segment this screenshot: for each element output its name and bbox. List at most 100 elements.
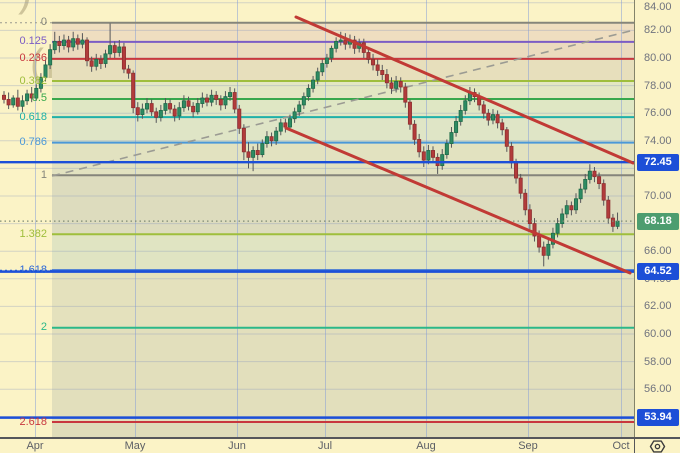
candle (324, 57, 329, 64)
candle (75, 38, 80, 45)
price-axis-tick: 62.00 (644, 300, 672, 313)
candle (15, 97, 20, 107)
price-axis-tick: 80.00 (644, 52, 672, 64)
time-axis[interactable]: Apr May Jun Jul Aug Sep Oct (0, 437, 634, 453)
candle (292, 111, 297, 120)
candle (481, 104, 486, 114)
candle (255, 150, 260, 156)
candle (140, 108, 145, 115)
candle (514, 162, 519, 179)
candle (112, 45, 117, 53)
candle (278, 122, 283, 132)
candle (177, 107, 182, 117)
candle (564, 205, 569, 215)
candle (288, 118, 293, 128)
candle (458, 110, 463, 122)
candle (601, 183, 606, 201)
candle (555, 223, 560, 234)
price-axis-tick: 82.00 (644, 24, 672, 37)
candle (537, 235, 542, 248)
candle (283, 122, 288, 128)
candle (615, 220, 620, 227)
candle (375, 64, 380, 71)
candle (384, 74, 389, 84)
price-scale-settings-button[interactable] (634, 437, 680, 453)
fib-band (52, 422, 634, 437)
candle (329, 47, 334, 59)
fib-band (52, 58, 634, 82)
candle (394, 81, 399, 89)
candle (11, 97, 16, 106)
candle (71, 38, 76, 48)
candle (301, 96, 306, 106)
time-axis-label: Aug (416, 440, 436, 452)
candle (121, 46, 126, 70)
price-axis-tick: 70.00 (644, 190, 672, 202)
candle (527, 209, 532, 225)
candle (168, 103, 173, 110)
price-axis-tick: 66.00 (644, 245, 672, 258)
fib-band (52, 41, 634, 59)
upper-channel-line (294, 15, 634, 165)
candle (320, 63, 325, 73)
candle (195, 103, 200, 113)
candle (269, 136, 274, 142)
fib-band (52, 142, 634, 176)
candle (504, 129, 509, 147)
candle (532, 223, 537, 237)
price-axis-tick: 56.00 (644, 383, 672, 396)
price-axis-tick: 78.00 (644, 79, 672, 92)
candle (251, 150, 256, 158)
lower-channel-line (284, 126, 632, 275)
time-axis-label: Oct (612, 440, 630, 452)
candle (172, 108, 177, 117)
candle (29, 93, 34, 99)
hexagon-eye-icon (649, 439, 666, 453)
candle (574, 198, 579, 211)
candle (85, 39, 90, 62)
candle (541, 246, 546, 256)
candle (421, 151, 426, 161)
candle (569, 205, 574, 211)
candle (181, 100, 186, 109)
candle (523, 192, 528, 211)
price-axis-tick: 76.00 (644, 107, 672, 120)
fib-band (52, 327, 634, 423)
candle (431, 150, 436, 158)
candle (490, 114, 495, 121)
candle (25, 93, 30, 102)
candle (297, 104, 302, 113)
candle (417, 139, 422, 153)
candle (606, 199, 611, 219)
candle (315, 71, 320, 81)
price-axis[interactable]: 84.0082.0080.0078.0076.0074.0072.0070.00… (634, 0, 680, 437)
candle (583, 179, 588, 190)
candle (463, 100, 468, 111)
chart-pane[interactable]: ) (Nov 2024) 00.1250.2360.3820.50.6180.7… (0, 0, 634, 437)
candle (246, 151, 251, 158)
time-axis-label: Jul (317, 440, 333, 452)
candle (191, 105, 196, 113)
candle (592, 170, 597, 178)
candle (223, 96, 228, 106)
candle (403, 86, 408, 103)
candle (80, 39, 85, 45)
candle (440, 154, 445, 167)
candle (186, 100, 191, 107)
candle (209, 94, 214, 103)
candle (214, 94, 219, 100)
candle (597, 176, 602, 184)
candle (158, 110, 163, 118)
candle (518, 177, 523, 194)
price-axis-tick: 60.00 (644, 328, 672, 340)
candle (232, 92, 237, 110)
candle (48, 49, 53, 66)
candle (108, 45, 113, 55)
candle (241, 127, 246, 153)
candle (43, 64, 48, 78)
candle (218, 99, 223, 106)
last-price-tag: 68.18 (637, 212, 679, 230)
candle (200, 97, 205, 104)
candle (2, 94, 7, 100)
